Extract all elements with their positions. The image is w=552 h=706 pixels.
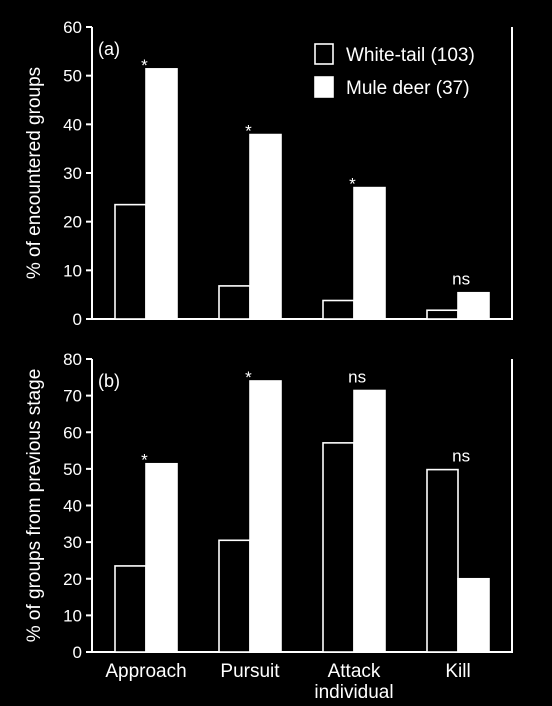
panel-b-bar-white-tail xyxy=(218,539,251,653)
panel-b-ytick-label: 10 xyxy=(63,606,82,625)
panel-a-bar-white-tail xyxy=(426,309,459,320)
panel-a-bar-mule-deer xyxy=(145,68,178,320)
panel-a-label: (a) xyxy=(98,39,120,59)
panel-a-significance-ns: ns xyxy=(452,270,470,289)
panel-a-ylabel: % of encountered groups xyxy=(24,67,45,279)
panel-a-bar-mule-deer xyxy=(353,186,386,320)
legend-label-white-tail: White-tail (103) xyxy=(346,45,475,66)
panel-a-ytick-label: 20 xyxy=(63,213,82,232)
legend-swatch-white-tail xyxy=(314,43,334,65)
panel-a-significance-star: * xyxy=(141,56,148,75)
panel-a-ytick-label: 10 xyxy=(63,261,82,280)
panel-a-significance-star: * xyxy=(349,175,356,194)
panel-a-ytick-label: 60 xyxy=(63,18,82,37)
panel-b-bar-mule-deer xyxy=(353,389,386,653)
panel-b-bar-white-tail xyxy=(426,468,459,653)
panel-a-bar-mule-deer xyxy=(457,291,490,320)
panel-b-ytick-label: 40 xyxy=(63,497,82,516)
panel-b-bar-mule-deer xyxy=(249,380,282,653)
panel-a-ytick-label: 30 xyxy=(63,164,82,183)
panel-b-label: (b) xyxy=(98,371,120,391)
category-label: individual xyxy=(314,682,393,703)
panel-b-ytick-label: 30 xyxy=(63,533,82,552)
panel-b-significance-star: * xyxy=(141,451,148,470)
panel-b-bar-mule-deer xyxy=(457,577,490,653)
panel-b-ytick-label: 0 xyxy=(73,643,82,662)
panel-b-bar-white-tail xyxy=(322,442,355,653)
category-label: Approach xyxy=(105,661,186,682)
panel-b-ylabel: % of groups from previous stage xyxy=(24,369,45,643)
panel-b-bar-mule-deer xyxy=(145,462,178,653)
panel-a-significance-star: * xyxy=(245,122,252,141)
category-label: Pursuit xyxy=(220,661,280,682)
panel-b-significance-ns: ns xyxy=(348,367,366,386)
panel-a-bar-white-tail xyxy=(114,203,147,320)
panel-a-ytick-label: 40 xyxy=(63,115,82,134)
panel-b-ytick-label: 20 xyxy=(63,570,82,589)
panel-a-bar-mule-deer xyxy=(249,133,282,320)
panel-a-ytick-label: 50 xyxy=(63,67,82,86)
panel-b-ytick-label: 70 xyxy=(63,387,82,406)
panel-b-ytick-label: 50 xyxy=(63,460,82,479)
panel-a-bar-white-tail xyxy=(322,299,355,320)
category-label: Kill xyxy=(445,661,470,682)
panel-b-bar-white-tail xyxy=(114,565,147,653)
panel-a-ytick-label: 0 xyxy=(73,310,82,329)
panel-b-ytick-label: 60 xyxy=(63,423,82,442)
panel-b-ytick-label: 80 xyxy=(63,350,82,369)
panel-a-bar-white-tail xyxy=(218,285,251,320)
panel-b-significance-star: * xyxy=(245,368,252,387)
legend-label-mule-deer: Mule deer (37) xyxy=(346,78,470,99)
legend-swatch-mule-deer xyxy=(314,76,334,98)
panel-b-significance-ns: ns xyxy=(452,447,470,466)
category-label: Attack xyxy=(328,661,381,682)
